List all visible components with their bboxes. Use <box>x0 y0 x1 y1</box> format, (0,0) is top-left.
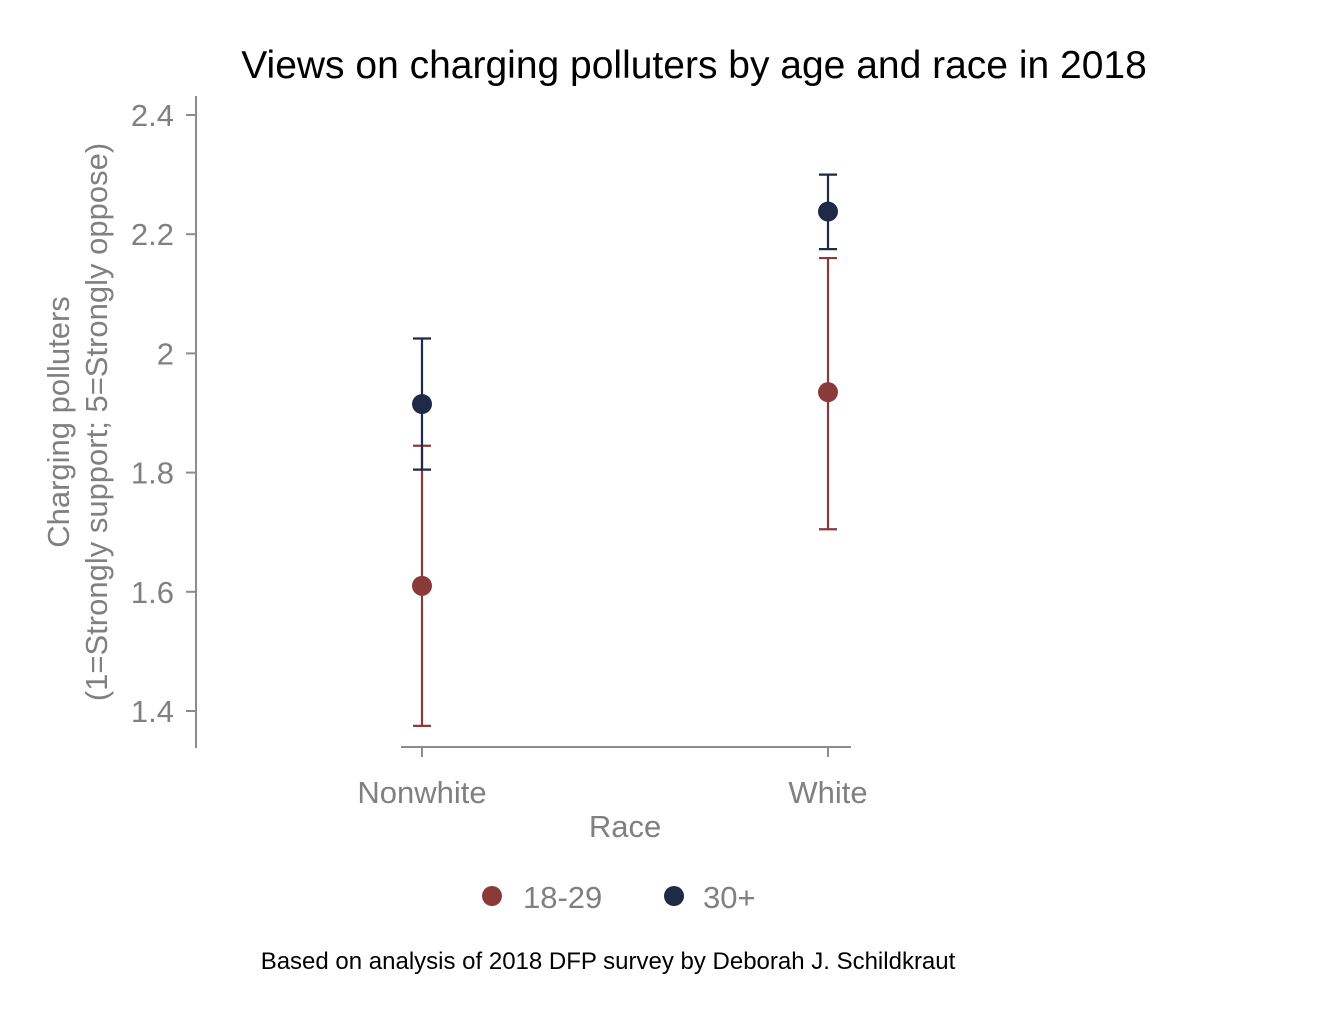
y-tick-label: 1.4 <box>131 694 174 729</box>
chart-title: Views on charging polluters by age and r… <box>241 44 1147 87</box>
x-tick-label: Nonwhite <box>357 775 486 810</box>
data-point <box>412 575 432 596</box>
series-age-30-plus <box>412 173 838 471</box>
data-point <box>412 394 432 415</box>
data-point <box>818 382 838 403</box>
legend-marker <box>482 886 502 906</box>
y-tick-label: 1.6 <box>131 575 174 610</box>
plot-marks <box>412 173 838 728</box>
y-axis-title-line-1: Charging polluters <box>41 296 76 548</box>
y-tick-label: 2 <box>157 336 174 371</box>
series-age-18-29 <box>412 256 838 728</box>
y-tick-label: 2.4 <box>131 98 174 133</box>
legend-label: 30+ <box>703 880 756 915</box>
y-axis-title-line-2: (1=Strongly support; 5=Strongly oppose) <box>79 143 114 701</box>
x-axis-title: Race <box>589 809 661 844</box>
y-tick-label: 1.8 <box>131 456 174 491</box>
x-tick-label: White <box>788 775 867 810</box>
data-point <box>818 201 838 222</box>
legend-label: 18-29 <box>523 880 602 915</box>
x-axis-ticks: Nonwhite White <box>357 747 868 810</box>
legend: 18-29 30+ <box>482 880 756 915</box>
y-axis-ticks: 1.4 1.6 1.8 2 2.2 2.4 <box>131 98 196 729</box>
y-tick-label: 2.2 <box>131 217 174 252</box>
legend-marker <box>664 886 684 906</box>
source-note: Based on analysis of 2018 DFP survey by … <box>261 948 956 975</box>
y-axis-title: Charging polluters (1=Strongly support; … <box>41 143 114 701</box>
